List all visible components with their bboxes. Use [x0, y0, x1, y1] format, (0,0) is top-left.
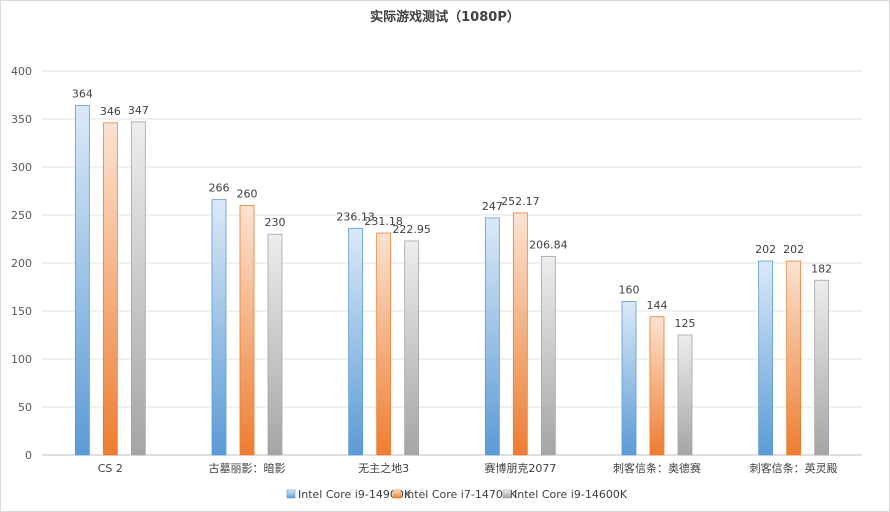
legend-label: Intel Core i9-14600K [514, 488, 628, 501]
legend-label: Intel Core i7-14700K [404, 488, 518, 501]
y-tick-label: 150 [11, 305, 32, 318]
gridlines [42, 70, 862, 456]
data-label: 252.17 [501, 195, 540, 208]
legend-label: Intel Core i9-14900K [298, 488, 412, 501]
y-tick-label: 200 [11, 257, 32, 270]
legend-swatch [392, 489, 402, 499]
bar [484, 217, 500, 456]
y-tick-label: 100 [11, 353, 32, 366]
bar [348, 227, 364, 456]
bar [649, 316, 665, 456]
data-label: 125 [675, 317, 696, 330]
bar [814, 279, 830, 456]
data-label: 231.18 [364, 215, 403, 228]
data-label: 206.84 [529, 238, 568, 251]
bar [512, 212, 528, 456]
bar [102, 122, 118, 456]
y-tick-label: 0 [25, 449, 32, 462]
chart-title: 实际游戏测试（1080P） [370, 9, 520, 25]
y-axis-ticks: 0 50 100 150 200 250 300 350 400 [11, 65, 32, 462]
x-tick-label: 刺客信条：奥德赛 [613, 461, 701, 475]
data-label: 247 [482, 200, 503, 213]
bar [211, 199, 227, 456]
data-label: 266 [209, 182, 230, 195]
data-label: 202 [755, 243, 776, 256]
data-label: 260 [237, 187, 258, 200]
y-tick-label: 300 [11, 161, 32, 174]
bar [677, 334, 693, 456]
data-label: 347 [128, 104, 149, 117]
x-axis-ticks: CS 2 古墓丽影：暗影 无主之地3 赛博朋克2077 刺客信条：奥德赛 刺客信条：英灵殿 [98, 461, 838, 475]
x-tick-label: 无主之地3 [358, 461, 409, 475]
data-label: 202 [783, 243, 804, 256]
data-label: 236.13 [336, 210, 375, 223]
bar [376, 232, 392, 456]
bar [239, 204, 255, 456]
data-label: 222.95 [392, 223, 431, 236]
data-label: 182 [811, 262, 832, 275]
y-tick-label: 400 [11, 65, 32, 78]
y-tick-label: 350 [11, 113, 32, 126]
data-label: 230 [265, 216, 286, 229]
data-label: 144 [647, 299, 668, 312]
legend-swatch [286, 489, 296, 499]
bar [758, 260, 774, 456]
bars [74, 105, 830, 456]
legend-swatch [502, 489, 512, 499]
bar [267, 233, 283, 456]
bar [404, 240, 420, 456]
bar [130, 121, 146, 456]
data-label: 364 [72, 88, 93, 101]
x-tick-label: 古墓丽影：暗影 [209, 461, 286, 475]
y-tick-label: 250 [11, 209, 32, 222]
bar [621, 300, 637, 456]
x-tick-label: 刺客信条：英灵殿 [750, 461, 838, 475]
data-label: 346 [100, 105, 121, 118]
y-tick-label: 50 [18, 401, 32, 414]
data-label: 160 [619, 283, 640, 296]
x-tick-label: CS 2 [98, 462, 123, 475]
bar [540, 256, 556, 456]
bar [74, 105, 90, 456]
bar [786, 260, 802, 456]
x-tick-label: 赛博朋克2077 [484, 461, 556, 475]
